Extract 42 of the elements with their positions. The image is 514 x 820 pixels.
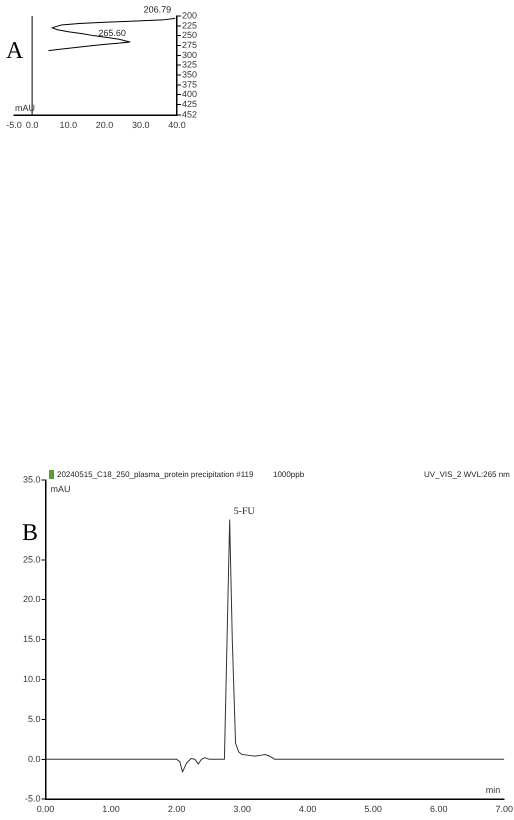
y-tick-label: 200 [182,10,198,20]
y-tick-label: 425 [182,99,198,110]
x-tick-label: 2.00 [168,804,186,814]
y-tick-label: 250 [182,30,198,40]
text: 20240515_C18_250_plasma_protein precipitation #119 [57,470,254,479]
x-tick-label: 3.00 [233,804,251,814]
annotation: 206.79 [144,4,172,14]
y-tick-label: 275 [182,40,198,50]
y-tick-label: 452 [182,110,198,120]
annotation: 265.60 [98,28,126,38]
y-tick-label: 225 [182,20,198,30]
x-tick-label: 0.00 [36,804,54,814]
y-tick-label: 15.0 [22,634,41,644]
x-axis-title: min [486,785,500,796]
x-tick-label: 7.00 [495,804,514,814]
y-tick-label: 400 [182,89,198,100]
y-tick-label: 35.0 [22,474,41,484]
annotation: 5-FU [234,506,256,517]
x-tick-label: -5.0 [6,120,22,130]
x-tick-label: 4.00 [298,804,316,814]
y-tick-label: 10.0 [22,674,41,684]
y-tick-label: 350 [182,70,198,80]
x-tick-label: 6.00 [430,804,448,814]
text: UV_VIS_2 WVL:265 nm [424,470,510,479]
x-tick-label: 40.0 [168,120,186,130]
x-tick-label: 1.00 [102,804,120,814]
x-tick-label: 20.0 [96,120,114,130]
y-tick-label: 25.0 [22,554,41,564]
x-tick-label: 30.0 [132,120,150,130]
y-tick-label: 5.0 [28,714,41,724]
y-tick-label: 0.0 [28,754,41,764]
annotation: A [6,38,24,65]
y-tick-label: 20.0 [22,594,41,604]
x-tick-label: 10.0 [60,120,78,130]
y-tick-label: 300 [182,50,198,60]
y-tick-label: 375 [182,79,198,90]
y-tick-label: -5.0 [25,794,41,804]
y-axis-title: mAU [50,484,71,494]
y-tick-label: 325 [182,60,198,70]
x-tick-label: 5.00 [364,804,382,814]
text: B [22,520,38,547]
text: 1000ppb [273,470,304,479]
